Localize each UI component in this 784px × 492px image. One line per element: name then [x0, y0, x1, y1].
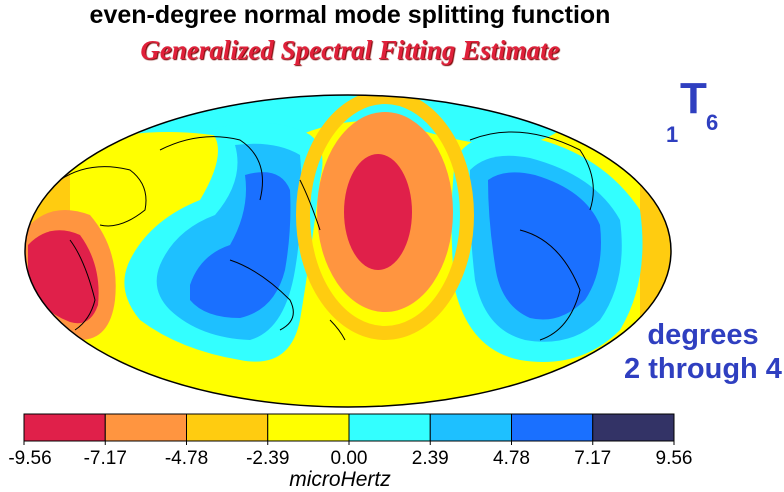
red-anomaly-pacific	[344, 154, 412, 270]
blue-region-asia	[190, 172, 291, 318]
colorbar-swatch	[429, 413, 512, 442]
colorbar-tick-label: -2.39	[246, 448, 290, 469]
colorbar-swatch	[267, 413, 350, 442]
colorbar-swatch	[186, 413, 269, 442]
colorbar	[23, 413, 675, 445]
colorbar-tick-label: -4.78	[164, 448, 209, 469]
colorbar-tick-label: 9.56	[655, 448, 693, 469]
mode-label: 1 T 6	[666, 70, 718, 147]
colorbar-tick-label: 2.39	[411, 448, 449, 469]
colorbar-swatch	[23, 413, 106, 442]
degrees-line2: 2 through 4	[624, 353, 782, 385]
colorbar-swatch	[348, 413, 431, 442]
colorbar-tick-label: 7.17	[574, 448, 612, 469]
mode-type: T	[680, 74, 707, 123]
colorbar-swatch	[104, 413, 187, 442]
colorbar-swatch	[511, 413, 594, 442]
mode-overtone: 1	[666, 122, 679, 147]
colorbar-tick-label: -9.56	[8, 448, 52, 469]
gold-ring-pacific	[296, 95, 474, 340]
degrees-note: degrees 2 through 4	[622, 318, 784, 386]
blue-region-americas	[488, 172, 601, 320]
colorbar-tick-label: 0.00	[330, 448, 368, 469]
colorbar-tick-label: -7.17	[83, 448, 127, 469]
figure-subtitle: Generalized Spectral Fitting Estimate	[140, 35, 560, 65]
globe-outline	[24, 94, 672, 408]
degrees-line1: degrees	[647, 319, 759, 351]
figure-title: even-degree normal mode splitting functi…	[89, 1, 611, 29]
colorbar-tick-label: 4.78	[493, 448, 530, 469]
mode-degree: 6	[706, 110, 719, 135]
red-anomaly-africa	[28, 230, 99, 324]
colorbar-swatch	[592, 413, 675, 442]
colorbar-unit: microHertz	[289, 468, 391, 491]
coastlines	[59, 131, 594, 341]
